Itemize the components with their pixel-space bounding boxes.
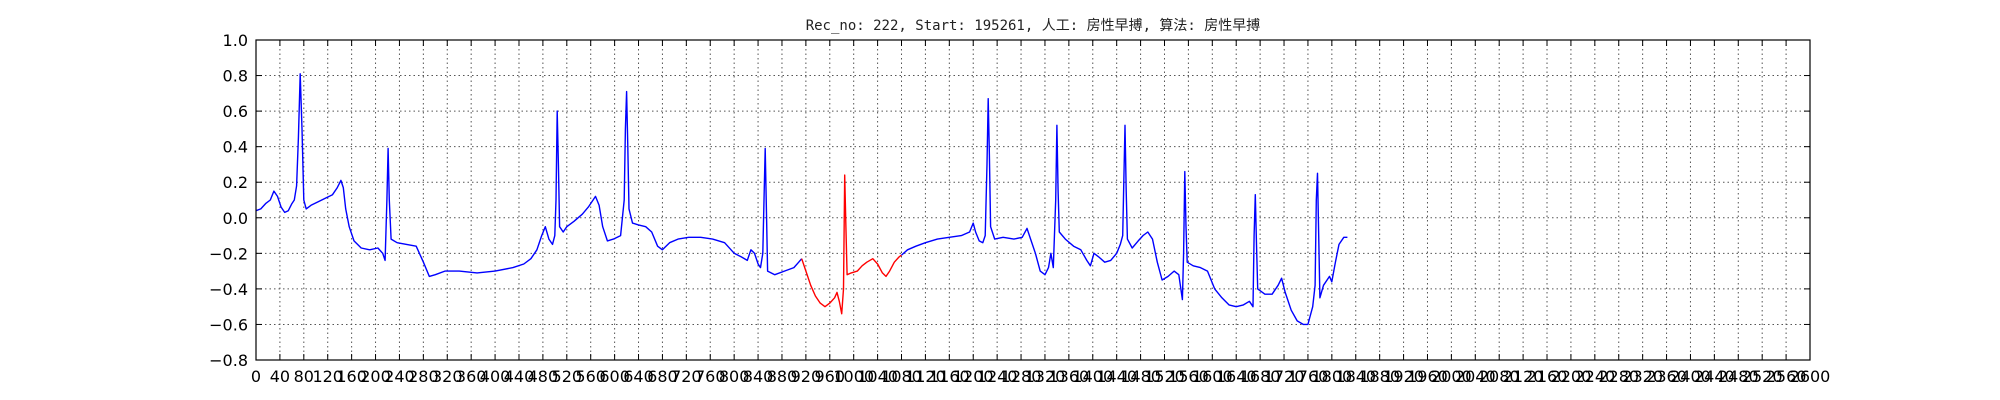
x-tick-label: 2120 xyxy=(1503,367,1544,386)
series-line-2 xyxy=(801,174,902,315)
x-tick-label: 1840 xyxy=(1335,367,1376,386)
y-tick-label: −0.2 xyxy=(209,244,248,263)
x-tick-label: 1280 xyxy=(1001,367,1042,386)
grid-lines xyxy=(255,39,1811,361)
x-tick-label: 80 xyxy=(294,367,314,386)
y-tick-label: −0.6 xyxy=(209,315,248,334)
x-tick-label: 2600 xyxy=(1790,367,1831,386)
x-tick-label: 1080 xyxy=(881,367,922,386)
x-tick-label: 320 xyxy=(432,367,463,386)
x-tick-label: 2320 xyxy=(1622,367,1663,386)
x-tick-label: 40 xyxy=(270,367,290,386)
x-tick-label: 2480 xyxy=(1718,367,1759,386)
x-tick-label: 1560 xyxy=(1168,367,1209,386)
x-tick-label: 1480 xyxy=(1120,367,1161,386)
y-tick-label: −0.8 xyxy=(209,351,248,370)
y-tick-label: −0.4 xyxy=(209,280,248,299)
x-tick-label: 1200 xyxy=(953,367,994,386)
x-tick-label: 1400 xyxy=(1072,367,1113,386)
x-tick-label: 1520 xyxy=(1144,367,1185,386)
x-tick-label: 2440 xyxy=(1694,367,1735,386)
x-tick-label: 1880 xyxy=(1359,367,1400,386)
x-tick-label: 1720 xyxy=(1264,367,1305,386)
x-tick-label: 480 xyxy=(528,367,559,386)
x-tick-label: 2280 xyxy=(1598,367,1639,386)
x-tick-label: 1240 xyxy=(977,367,1018,386)
x-tick-label: 240 xyxy=(384,367,415,386)
x-tick-label: 2240 xyxy=(1574,367,1615,386)
x-tick-label: 1000 xyxy=(833,367,874,386)
y-tick-label: 0.8 xyxy=(223,67,248,86)
x-tick-label: 720 xyxy=(671,367,702,386)
x-tick-label: 2080 xyxy=(1479,367,1520,386)
y-tick-label: 1.0 xyxy=(223,31,248,50)
plot-frame xyxy=(255,39,1811,361)
x-tick-label: 360 xyxy=(456,367,487,386)
y-tick-label: 0.6 xyxy=(223,102,248,121)
y-tick-label: 0.4 xyxy=(223,138,248,157)
x-tick-labels: 0 40 8012016020024028032036040044048052056… xyxy=(251,367,1830,386)
x-tick-label: 200 xyxy=(360,367,391,386)
x-tick-label: 1760 xyxy=(1288,367,1329,386)
x-tick-label: 2400 xyxy=(1670,367,1711,386)
x-tick-label: 760 xyxy=(695,367,726,386)
series-line-1 xyxy=(255,73,803,278)
x-tick-label: 2200 xyxy=(1551,367,1592,386)
x-tick-label: 400 xyxy=(480,367,511,386)
x-tick-label: 2000 xyxy=(1431,367,1472,386)
x-tick-label: 960 xyxy=(815,367,846,386)
x-tick-label: 280 xyxy=(408,367,439,386)
x-tick-label: 160 xyxy=(336,367,367,386)
x-tick-label: 680 xyxy=(647,367,678,386)
x-tick-label: 520 xyxy=(552,367,583,386)
x-tick-label: 600 xyxy=(599,367,630,386)
y-tick-label: 0.0 xyxy=(223,209,248,228)
x-tick-label: 1680 xyxy=(1240,367,1281,386)
y-tick-label: 0.2 xyxy=(223,173,248,192)
x-tick-label: 800 xyxy=(719,367,750,386)
x-tick-label: 2360 xyxy=(1646,367,1687,386)
chart-title: Rec_no: 222, Start: 195261, 人工: 房性早搏, 算法… xyxy=(806,17,1261,34)
x-tick-label: 920 xyxy=(791,367,822,386)
series-line-3 xyxy=(901,98,1348,326)
x-tick-label: 1920 xyxy=(1383,367,1424,386)
x-tick-label: 1120 xyxy=(905,367,946,386)
axis-ticks xyxy=(255,39,1811,361)
series-layer xyxy=(255,73,1348,326)
x-tick-label: 1600 xyxy=(1192,367,1233,386)
x-tick-label: 1320 xyxy=(1025,367,1066,386)
x-tick-label: 2040 xyxy=(1455,367,1496,386)
y-tick-labels: 1.0 0.8 0.6 0.4 0.2 0.0 −0.2 −0.4 −0.6 −0.8 xyxy=(209,31,248,370)
x-tick-label: 440 xyxy=(504,367,535,386)
x-tick-label: 2520 xyxy=(1742,367,1783,386)
x-tick-label: 1160 xyxy=(929,367,970,386)
x-tick-label: 840 xyxy=(743,367,774,386)
x-tick-label: 1440 xyxy=(1096,367,1137,386)
x-tick-label: 1040 xyxy=(857,367,898,386)
x-tick-label: 880 xyxy=(767,367,798,386)
x-tick-label: 560 xyxy=(575,367,606,386)
x-tick-label: 1800 xyxy=(1311,367,1352,386)
x-tick-label: 2160 xyxy=(1527,367,1568,386)
x-tick-label: 640 xyxy=(623,367,654,386)
x-tick-label: 1960 xyxy=(1407,367,1448,386)
x-tick-label: 120 xyxy=(312,367,343,386)
x-tick-label: 1360 xyxy=(1049,367,1090,386)
x-tick-label: 1640 xyxy=(1216,367,1257,386)
x-tick-label: 0 xyxy=(251,367,261,386)
x-tick-label: 2560 xyxy=(1766,367,1807,386)
